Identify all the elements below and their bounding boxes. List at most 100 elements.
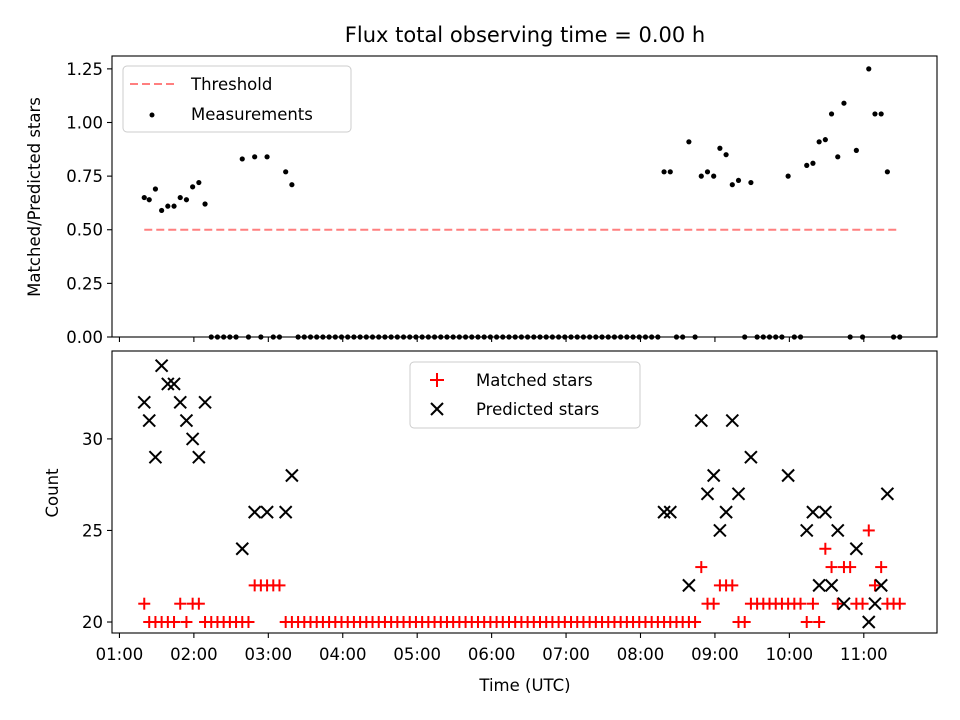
x-tick-label: 03:00 [245,645,293,664]
measurement-point [289,182,295,188]
measurement-point [165,203,171,209]
measurement-point [785,173,791,179]
predicted-star-marker [137,395,151,409]
top-y-tick-label: 1.25 [66,60,103,79]
top-y-tick-label: 0.75 [66,167,103,186]
bottom-y-tick-label: 25 [82,521,103,540]
measurement-point [853,147,859,153]
matched-star-marker [273,579,286,592]
top-y-tick-label: 1.00 [66,113,103,132]
bottom-panel-frame [111,350,938,634]
measurement-point [711,173,717,179]
figure-title: Flux total observing time = 0.00 h [345,23,705,47]
matched-star-marker [844,561,857,574]
top-y-axis-label: Matched/Predicted stars [25,97,44,297]
measurement-point [283,169,289,175]
matched-star-marker [738,616,751,629]
predicted-star-marker [192,450,206,464]
predicted-star-marker [285,468,299,483]
predicted-star-marker [731,487,746,501]
predicted-star-marker [278,505,293,519]
x-axis-label: Time (UTC) [478,676,570,695]
predicted-star-marker [744,450,758,464]
measurement-point [686,139,692,145]
predicted-star-marker [874,578,888,593]
predicted-star-marker [173,395,187,409]
measurement-point [835,154,841,160]
measurement-point [159,207,165,214]
measurement-point [816,139,822,145]
top-y-tick-label: 0.25 [66,274,103,293]
measurement-point [171,203,177,209]
top-y-tick-label: 0.00 [66,328,103,347]
predicted-star-marker [806,505,820,519]
measurement-point [717,145,723,151]
predicted-star-marker [725,413,740,428]
matched-star-marker [893,597,906,610]
measurement-point [190,184,196,190]
measurement-point [804,162,810,168]
x-tick-label: 06:00 [468,645,516,664]
matched-star-marker [695,561,708,574]
predicted-star-marker [235,542,249,556]
measurement-point [872,111,878,117]
matched-star-marker [174,597,187,610]
predicted-star-marker [185,432,200,446]
measurement-point [177,194,183,201]
measurement-point [667,169,673,175]
x-tick-label: 04:00 [319,645,367,664]
predicted-star-marker [198,395,212,409]
matched-star-marker [806,597,819,610]
predicted-star-marker [868,596,882,611]
measurement-point [252,154,258,160]
measurement-point [841,100,847,106]
x-tick-label: 07:00 [542,645,590,664]
top-panel: Matched/Predicted stars 0.00 0.25 0.50 0.75… [25,55,938,347]
measurement-point [704,169,711,175]
predicted-star-marker [837,596,851,611]
measurement-point [735,177,742,184]
x-tick-label: 11:00 [840,645,888,664]
measurement-point [828,111,835,117]
measurement-point [202,201,208,207]
predicted-star-marker [880,487,895,501]
predicted-star-marker [663,505,677,519]
matched-star-marker [800,616,813,629]
matched-star-marker [819,542,832,555]
x-tick-label: 08:00 [617,645,665,664]
measurement-point [810,160,816,166]
measurement-point [866,66,872,72]
predicted-star-marker [818,505,833,519]
predicted-star-marker [719,505,733,519]
predicted-star-marker [148,450,163,464]
measurement-point [878,111,884,117]
matched-star-marker [726,579,739,592]
measurement-point [196,179,202,186]
x-tick-label: 02:00 [170,645,218,664]
x-tick-label: 10:00 [766,645,814,664]
matched-star-marker [831,597,844,610]
predicted-star-marker [682,578,696,593]
predicted-star-marker [849,542,864,556]
legend-threshold: Threshold [190,75,272,94]
predicted-star-marker [657,505,671,519]
matched-star-marker [689,616,702,629]
measurement-point [152,186,159,192]
legend-measurements: Measurements [191,105,313,124]
predicted-star-marker [694,413,708,428]
matched-star-marker [862,524,875,537]
predicted-star-marker [142,413,156,428]
x-tick-label: 09:00 [691,645,739,664]
matched-star-marker [875,561,888,574]
measurement-point [141,194,147,201]
x-tick-label: 05:00 [393,645,441,664]
bottom-panel: Count 20 25 30 01:00 02:00 03:00 04:00 05:00 06:… [43,350,938,664]
measurement-point [183,197,190,203]
predicted-star-marker [800,523,814,538]
predicted-star-marker [154,358,169,373]
predicted-star-marker [161,377,175,391]
predicted-star-marker [706,468,721,483]
bottom-y-tick-label: 30 [82,430,103,449]
measurement-point [884,169,890,175]
